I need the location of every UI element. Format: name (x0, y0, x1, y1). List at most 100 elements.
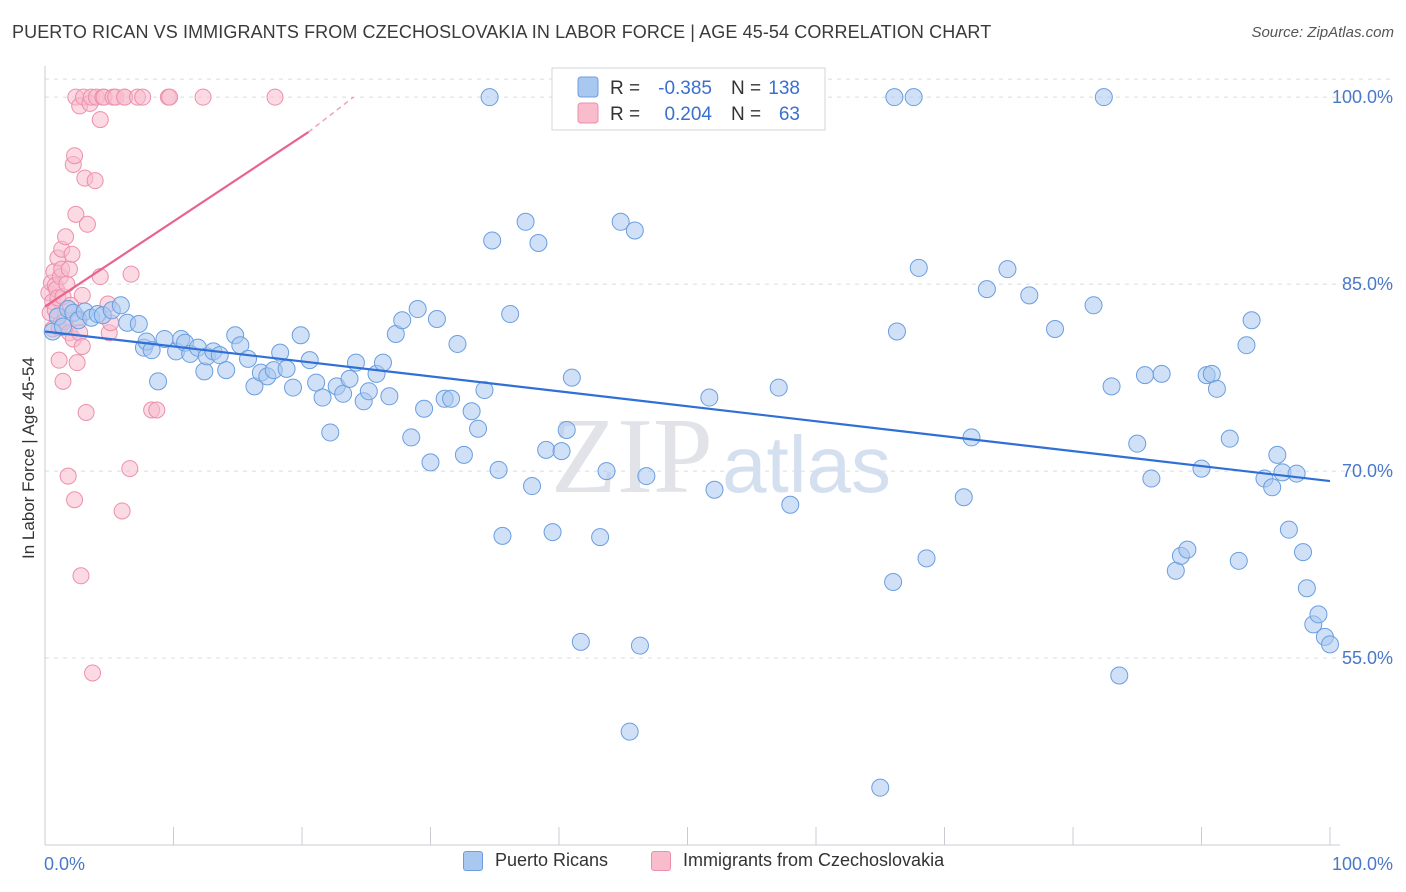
point-czechoslovakia-69 (266, 88, 284, 106)
point-puerto-ricans-16 (142, 341, 161, 360)
point-czechoslovakia-65 (148, 401, 166, 419)
point-puerto-ricans-11 (111, 296, 130, 315)
point-puerto-ricans-37 (277, 359, 296, 378)
point-puerto-ricans-74 (537, 440, 556, 459)
point-puerto-ricans-95 (917, 549, 936, 568)
series-puerto-ricans-points (43, 88, 1339, 797)
point-puerto-ricans-87 (700, 388, 719, 407)
gridlines (45, 78, 1390, 659)
point-puerto-ricans-100 (1020, 286, 1039, 305)
point-puerto-ricans-49 (359, 382, 378, 401)
point-puerto-ricans-102 (1084, 296, 1103, 315)
point-puerto-ricans-92 (884, 573, 903, 592)
legend-item-czechoslovakia: Immigrants from Czechoslovakia (651, 850, 944, 871)
x-tick-label-0: 0.0% (44, 854, 85, 874)
point-czechoslovakia-36 (72, 567, 90, 585)
point-puerto-ricans-43 (321, 423, 340, 442)
point-puerto-ricans-58 (421, 453, 440, 472)
point-puerto-ricans-71 (516, 212, 535, 231)
point-puerto-ricans-112 (1192, 459, 1211, 478)
point-puerto-ricans-57 (415, 399, 434, 418)
point-puerto-ricans-75 (543, 523, 562, 542)
point-puerto-ricans-2 (53, 317, 72, 336)
point-puerto-ricans-122 (1268, 445, 1287, 464)
legend-n-label-2: N = (731, 104, 761, 125)
point-puerto-ricans-117 (1229, 551, 1248, 570)
point-czechoslovakia-46 (86, 172, 104, 190)
point-puerto-ricans-78 (562, 368, 581, 387)
point-puerto-ricans-115 (1207, 379, 1226, 398)
axes (44, 66, 1340, 846)
watermark-zip: ZIP (551, 397, 713, 516)
tick-labels: 55.0% 70.0% 85.0% 100.0% 0.0% 100.0% (44, 87, 1393, 874)
point-czechoslovakia-17 (54, 372, 72, 390)
point-czechoslovakia-20 (58, 275, 76, 293)
point-puerto-ricans-96 (954, 488, 973, 507)
point-puerto-ricans-90 (781, 495, 800, 514)
legend-r-value-1: -0.385 (658, 78, 712, 99)
point-puerto-ricans-28 (217, 361, 236, 380)
stats-legend: R = -0.385 N = 138 R = 0.204 N = 63 (551, 67, 826, 131)
point-puerto-ricans-89 (769, 378, 788, 397)
point-puerto-ricans-82 (611, 212, 630, 231)
legend-swatch-puerto-ricans (577, 76, 599, 98)
point-puerto-ricans-62 (448, 334, 467, 353)
legend-n-label-1: N = (731, 78, 761, 99)
point-puerto-ricans-119 (1242, 311, 1261, 330)
legend-n-value-1: 138 (768, 78, 800, 99)
point-puerto-ricans-134 (904, 88, 923, 107)
point-puerto-ricans-38 (284, 378, 303, 397)
point-puerto-ricans-104 (1110, 666, 1129, 685)
legend-swatch-czechoslovakia (577, 102, 599, 124)
trend-line-czechoslovakia (44, 131, 310, 308)
point-puerto-ricans-125 (1287, 464, 1306, 483)
point-czechoslovakia-21 (59, 467, 77, 485)
point-puerto-ricans-114 (1202, 364, 1221, 383)
point-czechoslovakia-29 (66, 147, 84, 165)
legend-r-label-1: R = (610, 78, 640, 99)
point-czechoslovakia-61 (122, 265, 140, 283)
point-puerto-ricans-129 (1309, 605, 1328, 624)
y-tick-label-2: 85.0% (1342, 274, 1393, 294)
point-czechoslovakia-45 (84, 664, 102, 682)
point-puerto-ricans-86 (637, 467, 656, 486)
point-puerto-ricans-77 (557, 420, 576, 439)
point-czechoslovakia-68 (194, 88, 212, 106)
point-puerto-ricans-45 (334, 384, 353, 403)
point-puerto-ricans-55 (402, 428, 421, 447)
point-czechoslovakia-48 (91, 111, 109, 129)
point-puerto-ricans-41 (307, 373, 326, 392)
legend-label-puerto-ricans: Puerto Ricans (495, 850, 609, 870)
point-czechoslovakia-37 (73, 337, 91, 355)
legend-r-value-2: 0.204 (664, 104, 712, 125)
point-puerto-ricans-124 (1279, 520, 1298, 539)
point-puerto-ricans-133 (885, 88, 904, 107)
point-puerto-ricans-79 (571, 632, 590, 651)
point-puerto-ricans-73 (529, 233, 548, 252)
point-puerto-ricans-93 (887, 322, 906, 341)
point-czechoslovakia-11 (50, 351, 68, 369)
point-czechoslovakia-32 (68, 354, 86, 372)
point-puerto-ricans-132 (480, 88, 499, 107)
point-puerto-ricans-80 (591, 528, 610, 547)
point-czechoslovakia-19 (57, 228, 75, 246)
point-puerto-ricans-109 (1166, 561, 1185, 580)
trend-line-czechoslovakia-extension (307, 96, 354, 133)
point-czechoslovakia-31 (67, 205, 85, 223)
point-czechoslovakia-63 (134, 88, 152, 106)
point-puerto-ricans-135 (1094, 88, 1113, 107)
point-puerto-ricans-83 (620, 722, 639, 741)
point-puerto-ricans-42 (313, 388, 332, 407)
legend-n-value-2: 63 (779, 104, 800, 125)
y-tick-label-3: 100.0% (1332, 87, 1393, 107)
point-puerto-ricans-13 (129, 315, 148, 334)
point-czechoslovakia-57 (113, 502, 131, 520)
source-credit: Source: ZipAtlas.com (1251, 24, 1394, 41)
point-puerto-ricans-39 (291, 326, 310, 345)
x-tick-label-1: 100.0% (1332, 854, 1393, 874)
point-czechoslovakia-38 (73, 286, 91, 304)
point-puerto-ricans-91 (871, 778, 890, 797)
trend-lines (44, 96, 1331, 483)
point-puerto-ricans-52 (380, 387, 399, 406)
